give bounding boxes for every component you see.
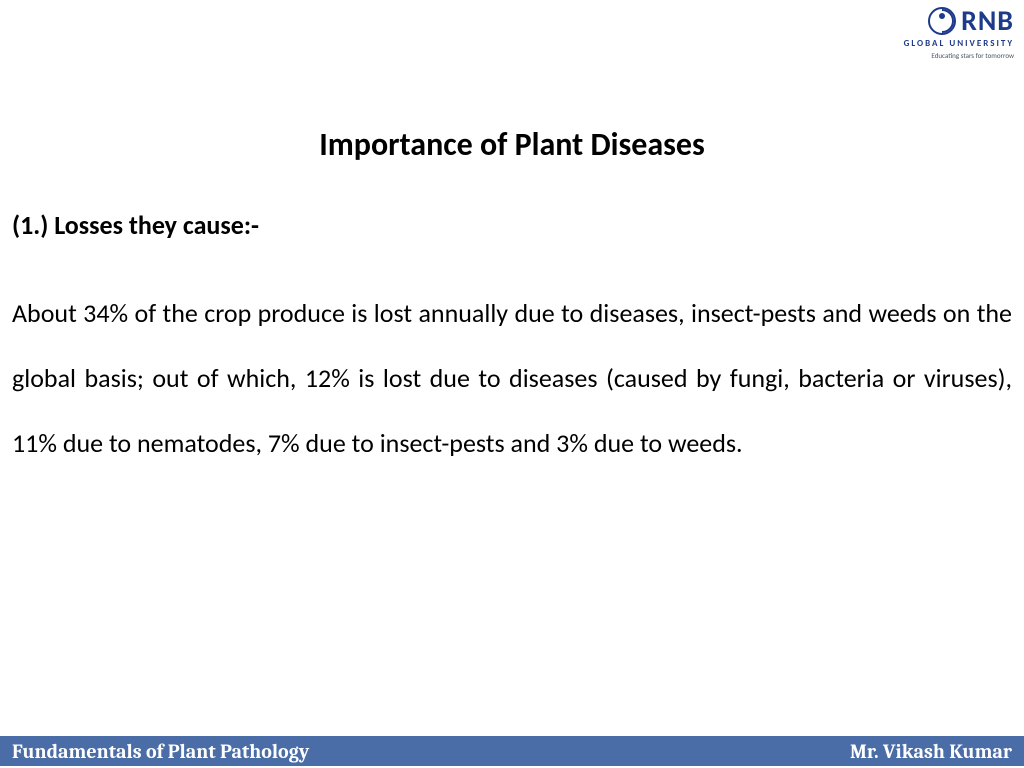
slide-footer: Fundamentals of Plant Pathology Mr. Vika… xyxy=(0,734,1024,768)
slide-subtitle: (1.) Losses they cause:- xyxy=(12,209,1012,241)
logo-line2: Educating stars for tomorrow xyxy=(904,51,1014,60)
logo-brand-text: RNB xyxy=(961,7,1014,35)
logo-main-row: RNB xyxy=(904,6,1014,36)
logo-swirl-icon xyxy=(927,6,957,36)
footer-author-name: Mr. Vikash Kumar xyxy=(850,740,1012,763)
slide-title: Importance of Plant Diseases xyxy=(12,125,1012,164)
logo-line1: GLOBAL UNIVERSITY xyxy=(904,38,1014,49)
slide-body: About 34% of the crop produce is lost an… xyxy=(12,281,1012,476)
footer-course-name: Fundamentals of Plant Pathology xyxy=(12,740,309,763)
university-logo: RNB GLOBAL UNIVERSITY Educating stars fo… xyxy=(904,6,1014,60)
slide-content: Importance of Plant Diseases (1.) Losses… xyxy=(12,125,1012,476)
